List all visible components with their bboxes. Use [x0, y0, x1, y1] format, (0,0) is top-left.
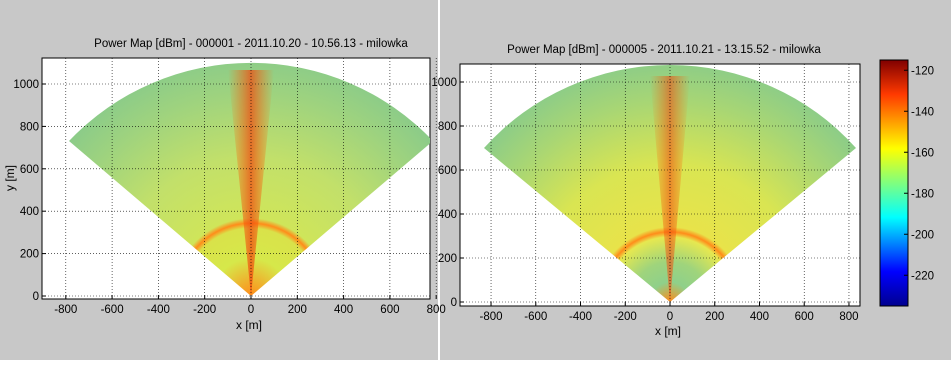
y-tick-label: 800 — [20, 121, 39, 133]
panel-2-title: Power Map [dBm] - 000005 - 2011.10.21 - … — [507, 44, 821, 56]
panel-2-center-strip — [650, 76, 690, 302]
y-tick-label: 1000 — [13, 79, 39, 91]
panel-1-grid — [42, 58, 437, 299]
panel-2-heatmap — [484, 65, 856, 302]
x-tick-label: 600 — [380, 304, 399, 316]
x-tick-label: -800 — [54, 304, 77, 316]
colorbar-tick-label: -120 — [911, 65, 934, 77]
y-tick-label: 600 — [438, 165, 457, 177]
colorbar-ticks: -120 -140 -160 -180 -200 -220 — [904, 65, 934, 282]
panel-1-y-ticks: 0 200 400 600 800 1000 — [13, 79, 46, 303]
x-tick-label: -200 — [193, 304, 216, 316]
y-tick-label: 1000 — [431, 77, 457, 89]
panel-1-xlabel: x [m] — [236, 318, 262, 332]
colorbar-tick-label: -140 — [911, 106, 934, 118]
panel-1-ylabel: y [m] — [3, 165, 17, 191]
panel-1-heatmap — [69, 62, 430, 296]
x-tick-label: -400 — [147, 304, 170, 316]
x-tick-label: 200 — [288, 304, 307, 316]
x-tick-label: -600 — [524, 311, 547, 323]
y-tick-label: 800 — [438, 121, 457, 133]
x-tick-label: 0 — [667, 311, 673, 323]
colorbar — [879, 59, 909, 307]
x-tick-label: -600 — [101, 304, 124, 316]
y-tick-label: 0 — [451, 297, 457, 309]
colorbar-tick-label: -180 — [911, 188, 934, 200]
x-tick-label: 400 — [334, 304, 353, 316]
y-tick-label: 600 — [20, 164, 39, 176]
panel-2-x-ticks: -800 -600 -400 -200 0 200 400 600 800 — [480, 302, 859, 323]
colorbar-tick-label: -200 — [911, 229, 934, 241]
x-tick-label: 400 — [750, 311, 769, 323]
y-tick-label: 400 — [20, 206, 39, 218]
y-tick-label: 200 — [20, 249, 39, 261]
panel-2-grid — [460, 64, 860, 306]
x-tick-label: -400 — [569, 311, 592, 323]
y-tick-label: 400 — [438, 209, 457, 221]
panel-2-y-ticks: 0 200 400 600 800 1000 — [431, 77, 464, 309]
x-tick-label: 800 — [427, 304, 446, 316]
x-tick-label: 200 — [705, 311, 724, 323]
panel-1-center-strip — [228, 70, 274, 296]
x-tick-label: -800 — [480, 311, 503, 323]
x-tick-label: 600 — [795, 311, 814, 323]
y-tick-label: 0 — [33, 291, 39, 303]
panel-1-x-ticks: -800 -600 -400 -200 0 200 400 600 800 — [54, 295, 446, 316]
colorbar-tick-label: -220 — [911, 270, 934, 282]
panel-1-title: Power Map [dBm] - 000001 - 2011.10.20 - … — [94, 38, 408, 50]
colorbar-tick-label: -160 — [911, 147, 934, 159]
y-tick-label: 200 — [438, 253, 457, 265]
panel-2-xlabel: x [m] — [655, 324, 681, 338]
x-tick-label: -200 — [614, 311, 637, 323]
x-tick-label: 0 — [248, 304, 254, 316]
x-tick-label: 800 — [839, 311, 858, 323]
